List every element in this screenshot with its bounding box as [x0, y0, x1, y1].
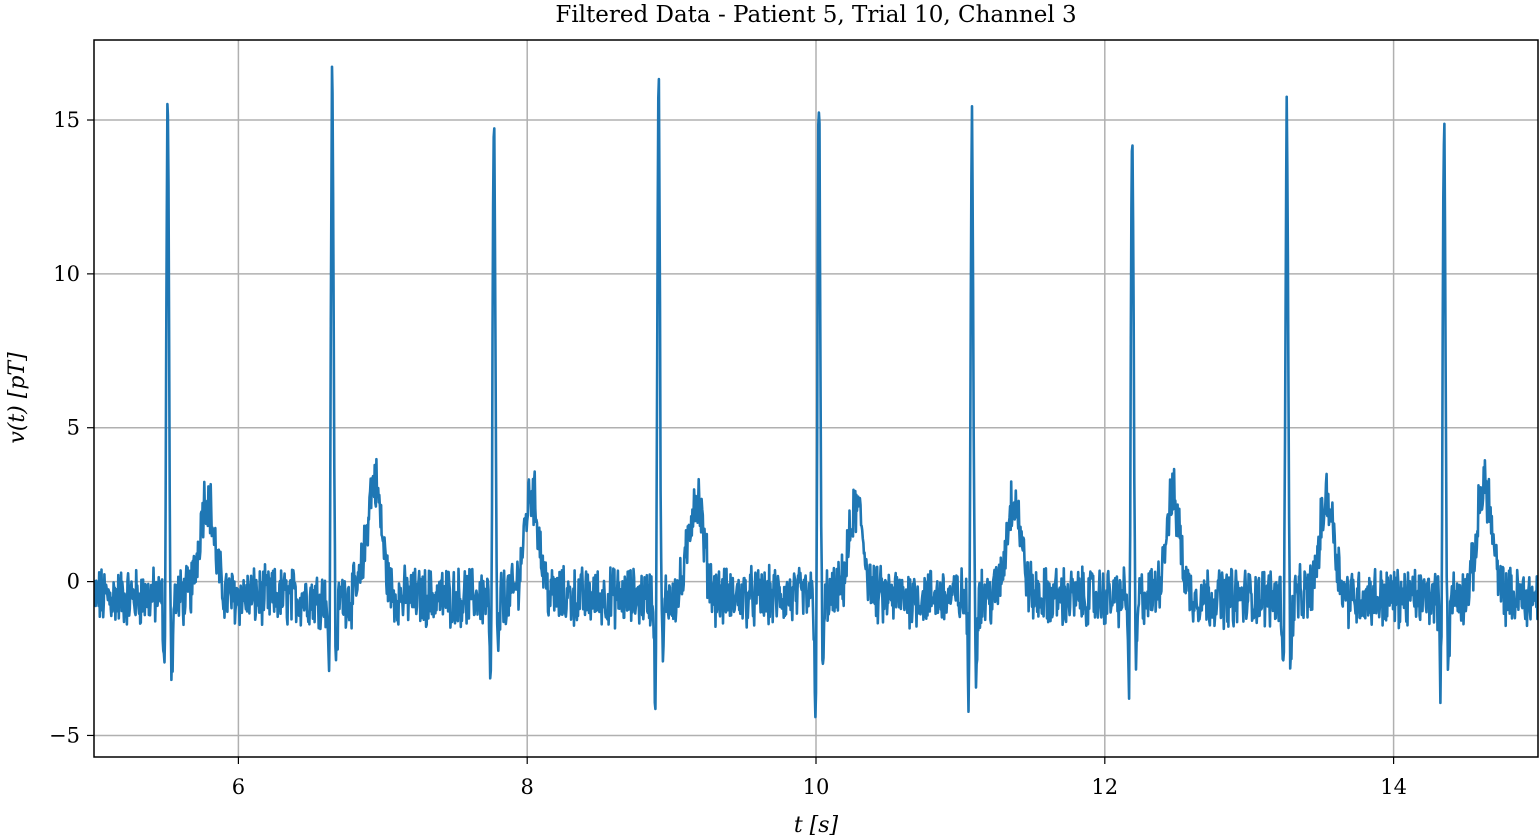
- x-tick-label: 8: [521, 775, 534, 799]
- y-tick-label: 10: [53, 262, 80, 286]
- y-tick-label: 5: [67, 416, 80, 440]
- x-axis-label: t [s]: [794, 813, 839, 838]
- y-axis: −5 0 5 10 15: [49, 108, 94, 747]
- x-tick-label: 10: [803, 775, 830, 799]
- x-axis: 6 8 10 12 14: [232, 757, 1407, 799]
- x-tick-label: 12: [1091, 775, 1118, 799]
- y-tick-label: 15: [53, 108, 80, 132]
- signal-line: [94, 65, 1538, 719]
- y-axis-label: v(t) [pT]: [5, 352, 30, 444]
- y-tick-label: −5: [49, 723, 80, 747]
- x-tick-label: 6: [232, 775, 245, 799]
- plot-area: [94, 65, 1538, 719]
- y-tick-label: 0: [67, 570, 80, 594]
- chart-title: Filtered Data - Patient 5, Trial 10, Cha…: [555, 2, 1076, 28]
- x-tick-label: 14: [1380, 775, 1407, 799]
